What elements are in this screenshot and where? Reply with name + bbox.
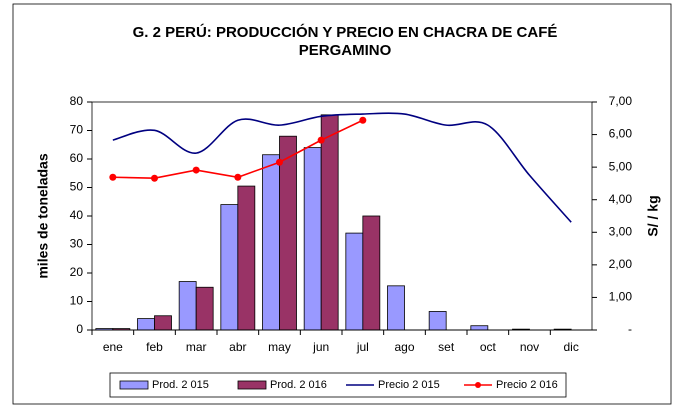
bar (154, 315, 172, 331)
bar (137, 318, 155, 331)
legend-label: Precio 2 016 (496, 379, 558, 391)
bar (320, 114, 339, 331)
point (359, 116, 367, 124)
legend-marker (475, 382, 481, 388)
x-tick-label: nov (520, 340, 539, 354)
y-tick-label: 50 (70, 180, 84, 194)
x-tick-label: jun (312, 340, 329, 354)
bar (428, 311, 447, 331)
point (192, 166, 200, 174)
y2-axis-title: S/ / kg (645, 195, 661, 236)
legend-swatch (119, 380, 149, 390)
legend-label: Prod. 2 015 (152, 379, 209, 391)
bar (220, 204, 239, 331)
chart-title: PERGAMINO (299, 42, 392, 59)
y2-tick-label: 2,00 (609, 257, 633, 271)
y2-tick-label: 7,00 (609, 94, 633, 108)
point (276, 158, 283, 166)
bar (237, 185, 256, 331)
y-axis-title: miles de toneladas (35, 153, 51, 278)
y2-tick-label: 6,00 (609, 127, 633, 141)
line (112, 112, 572, 223)
y2-tick-label: 4,00 (609, 192, 633, 206)
x-tick-label: feb (146, 340, 163, 354)
bar (345, 232, 364, 331)
x-tick-label: ene (103, 340, 123, 354)
x-tick-label: jul (356, 340, 369, 354)
x-tick-label: mar (186, 340, 207, 354)
y-tick-label: 80 (70, 94, 84, 108)
bar (387, 285, 405, 331)
y-tick-label: 20 (70, 265, 84, 279)
chart-title: G. 2 PERÚ: PRODUCCIÓN Y PRECIO EN CHACRA… (133, 23, 558, 41)
bar (262, 154, 280, 331)
y-tick-label: 30 (70, 237, 84, 251)
y2-tick-label: - (628, 322, 632, 336)
legend-label: Precio 2 015 (378, 379, 440, 391)
x-tick-label: ago (394, 340, 414, 354)
point (151, 174, 158, 182)
point (109, 173, 117, 181)
x-tick-label: dic (563, 340, 578, 354)
x-tick-label: oct (480, 340, 497, 354)
y-tick-label: 70 (70, 123, 84, 137)
bar (195, 286, 214, 331)
bar (470, 325, 489, 331)
legend-label: Prod. 2 016 (270, 379, 327, 391)
y2-tick-label: 5,00 (609, 159, 633, 173)
y-tick-label: 0 (76, 322, 83, 336)
point (234, 173, 242, 181)
y-tick-label: 10 (70, 294, 84, 308)
bar (362, 215, 381, 331)
legend-swatch (237, 380, 267, 390)
bar (178, 281, 197, 331)
x-tick-label: abr (229, 340, 246, 354)
bar (303, 147, 322, 331)
bar (279, 135, 297, 331)
point (317, 136, 325, 144)
y-tick-label: 60 (70, 151, 84, 165)
y-tick-label: 40 (70, 208, 84, 222)
chart-frame (12, 3, 672, 405)
y2-tick-label: 1,00 (609, 290, 633, 304)
y2-tick-label: 3,00 (609, 224, 633, 238)
x-tick-label: set (438, 340, 455, 354)
x-tick-label: may (268, 340, 291, 354)
